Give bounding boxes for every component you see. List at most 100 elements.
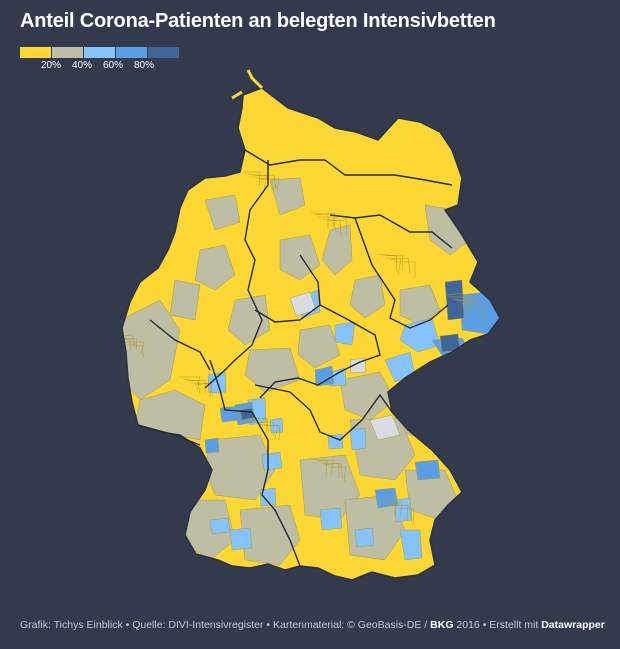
district-line-1 <box>176 129 193 144</box>
district-line-27 <box>319 216 337 233</box>
district-line-5 <box>444 292 467 311</box>
district-line-50 <box>259 177 280 193</box>
district-patch-44 <box>314 365 335 387</box>
district-line-53 <box>460 302 485 322</box>
chart-title: Anteil Corona-Patienten an belegten Inte… <box>20 10 496 32</box>
district-line-42 <box>124 341 145 355</box>
district-line-7 <box>179 376 201 391</box>
district-line-2 <box>244 171 261 187</box>
district-line-48 <box>125 97 147 112</box>
color-legend: 20% 40% 60% 80% <box>20 47 179 72</box>
district-line-56 <box>261 424 279 440</box>
legend-label-60: 60% <box>102 60 124 71</box>
district-line-41 <box>456 299 480 318</box>
district-line-39 <box>322 218 342 237</box>
district-line-12 <box>122 91 134 105</box>
district-line-38 <box>255 177 273 193</box>
district-patch-4 <box>169 279 201 321</box>
district-line-49 <box>192 138 212 155</box>
district-patch-11 <box>297 324 341 369</box>
district-line-16 <box>381 254 404 272</box>
district-line-22 <box>384 501 403 519</box>
legend-swatch-3 <box>116 47 148 58</box>
district-patch-34 <box>319 507 343 531</box>
district-patch-48 <box>204 437 220 454</box>
district-line-26 <box>251 174 277 190</box>
district-line-57 <box>329 466 347 483</box>
district-patch-45 <box>219 405 241 423</box>
district-patch-0 <box>122 299 181 401</box>
district-line-6 <box>122 334 136 348</box>
district-line-10 <box>379 497 396 514</box>
district-line-17 <box>449 296 472 314</box>
district-patch-26 <box>399 317 441 353</box>
district-patch-38 <box>354 527 375 548</box>
legend-label-20: 20% <box>40 60 62 71</box>
district-line-45 <box>324 462 340 478</box>
legend-label-80: 80% <box>133 60 155 71</box>
district-patch-53 <box>369 414 401 441</box>
district-line-58 <box>395 507 415 526</box>
footer-bkg: BKG <box>430 619 454 631</box>
district-patch-30 <box>261 451 283 471</box>
district-line-33 <box>320 462 344 480</box>
legend-label-40: 40% <box>71 60 93 71</box>
state-borders <box>137 149 453 567</box>
legend-swatch-0 <box>20 47 52 58</box>
district-patch-36 <box>399 529 423 561</box>
district-patch-37 <box>209 517 231 535</box>
district-line-21 <box>316 459 335 476</box>
district-patch-42 <box>459 291 500 335</box>
district-line-20 <box>249 417 270 433</box>
district-line-40 <box>389 257 411 275</box>
district-line-13 <box>180 132 203 148</box>
district-line-46 <box>391 504 409 522</box>
district-line-30 <box>122 337 138 351</box>
district-line-36 <box>122 94 137 108</box>
legend-swatch-2 <box>84 47 116 58</box>
district-line-59 <box>462 548 483 568</box>
district-line-37 <box>189 136 205 151</box>
district-line-8 <box>245 417 269 434</box>
district-line-31 <box>186 379 206 393</box>
district-line-23 <box>450 542 471 562</box>
footer-year: 2016 • Erstellt mit <box>453 619 542 631</box>
north-islands <box>231 69 264 100</box>
district-patch-9 <box>399 284 441 326</box>
district-patch-33 <box>229 527 253 551</box>
district-patch-31 <box>349 427 367 451</box>
district-patch-22 <box>204 194 241 231</box>
district-patch-3 <box>227 294 271 346</box>
district-line-35 <box>454 542 478 561</box>
legend-swatch-1 <box>52 47 84 58</box>
district-patch-47 <box>414 459 441 481</box>
district-line-11 <box>446 539 465 558</box>
district-patch-49 <box>444 279 465 321</box>
district-line-25 <box>184 132 208 147</box>
district-line-32 <box>254 421 275 437</box>
district-patch-7 <box>349 274 386 319</box>
district-patch-39 <box>327 433 344 450</box>
district-line-4 <box>377 253 398 273</box>
district-line-29 <box>452 298 470 319</box>
district-line-44 <box>257 423 281 441</box>
footer-datawrapper-link[interactable]: Datawrapper <box>541 619 605 631</box>
district-line-43 <box>190 382 213 398</box>
district-line-19 <box>182 378 201 395</box>
district-line-24 <box>122 93 139 108</box>
district-patch-21 <box>269 177 306 216</box>
district-line-54 <box>127 343 145 359</box>
district-patch-52 <box>289 291 317 317</box>
legend-labels: 20% 40% 60% 80% <box>20 58 179 72</box>
district-line-3 <box>310 212 329 229</box>
district-patch-2 <box>194 244 236 291</box>
district-line-0 <box>122 88 125 101</box>
legend-swatch-4 <box>148 47 179 58</box>
district-line-51 <box>326 219 348 236</box>
legend-bar <box>20 47 179 58</box>
footer-credits: Grafik: Tichys Einblick • Quelle: DIVI-I… <box>20 619 605 631</box>
district-line-47 <box>459 546 478 565</box>
district-patch-16 <box>239 504 301 566</box>
district-line-52 <box>394 261 416 278</box>
